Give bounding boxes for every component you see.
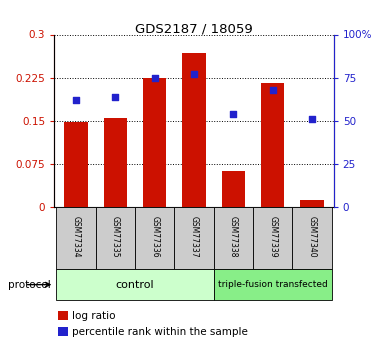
Bar bbox=[58, 327, 68, 336]
Bar bbox=[300, 200, 324, 207]
Bar bbox=[56, 269, 214, 300]
Point bbox=[191, 71, 197, 77]
Bar bbox=[174, 207, 214, 269]
Point bbox=[230, 111, 236, 117]
Text: GSM77338: GSM77338 bbox=[229, 216, 238, 258]
Bar bbox=[143, 78, 166, 207]
Bar bbox=[253, 207, 293, 269]
Text: GSM77339: GSM77339 bbox=[268, 216, 277, 258]
Text: log ratio: log ratio bbox=[72, 311, 115, 321]
Text: GSM77336: GSM77336 bbox=[150, 216, 159, 258]
Text: GSM77337: GSM77337 bbox=[189, 216, 199, 258]
Text: GSM77334: GSM77334 bbox=[71, 216, 80, 258]
Point bbox=[73, 97, 79, 103]
Text: triple-fusion transfected: triple-fusion transfected bbox=[218, 280, 327, 289]
Bar bbox=[293, 207, 332, 269]
Text: control: control bbox=[116, 280, 154, 289]
Point bbox=[112, 94, 118, 99]
Point bbox=[309, 116, 315, 122]
Bar bbox=[56, 207, 95, 269]
Bar bbox=[182, 53, 206, 207]
Bar bbox=[135, 207, 174, 269]
Bar bbox=[64, 122, 88, 207]
Bar bbox=[104, 118, 127, 207]
Text: protocol: protocol bbox=[8, 280, 50, 289]
Text: GDS2187 / 18059: GDS2187 / 18059 bbox=[135, 22, 253, 36]
Text: GSM77335: GSM77335 bbox=[111, 216, 120, 258]
Text: GSM77340: GSM77340 bbox=[308, 216, 317, 258]
Bar bbox=[58, 311, 68, 320]
Bar bbox=[222, 171, 245, 207]
Bar bbox=[261, 83, 284, 207]
Point bbox=[270, 87, 276, 92]
Bar bbox=[95, 207, 135, 269]
Bar bbox=[214, 207, 253, 269]
Text: percentile rank within the sample: percentile rank within the sample bbox=[72, 327, 248, 337]
Bar bbox=[214, 269, 332, 300]
Point bbox=[152, 75, 158, 80]
